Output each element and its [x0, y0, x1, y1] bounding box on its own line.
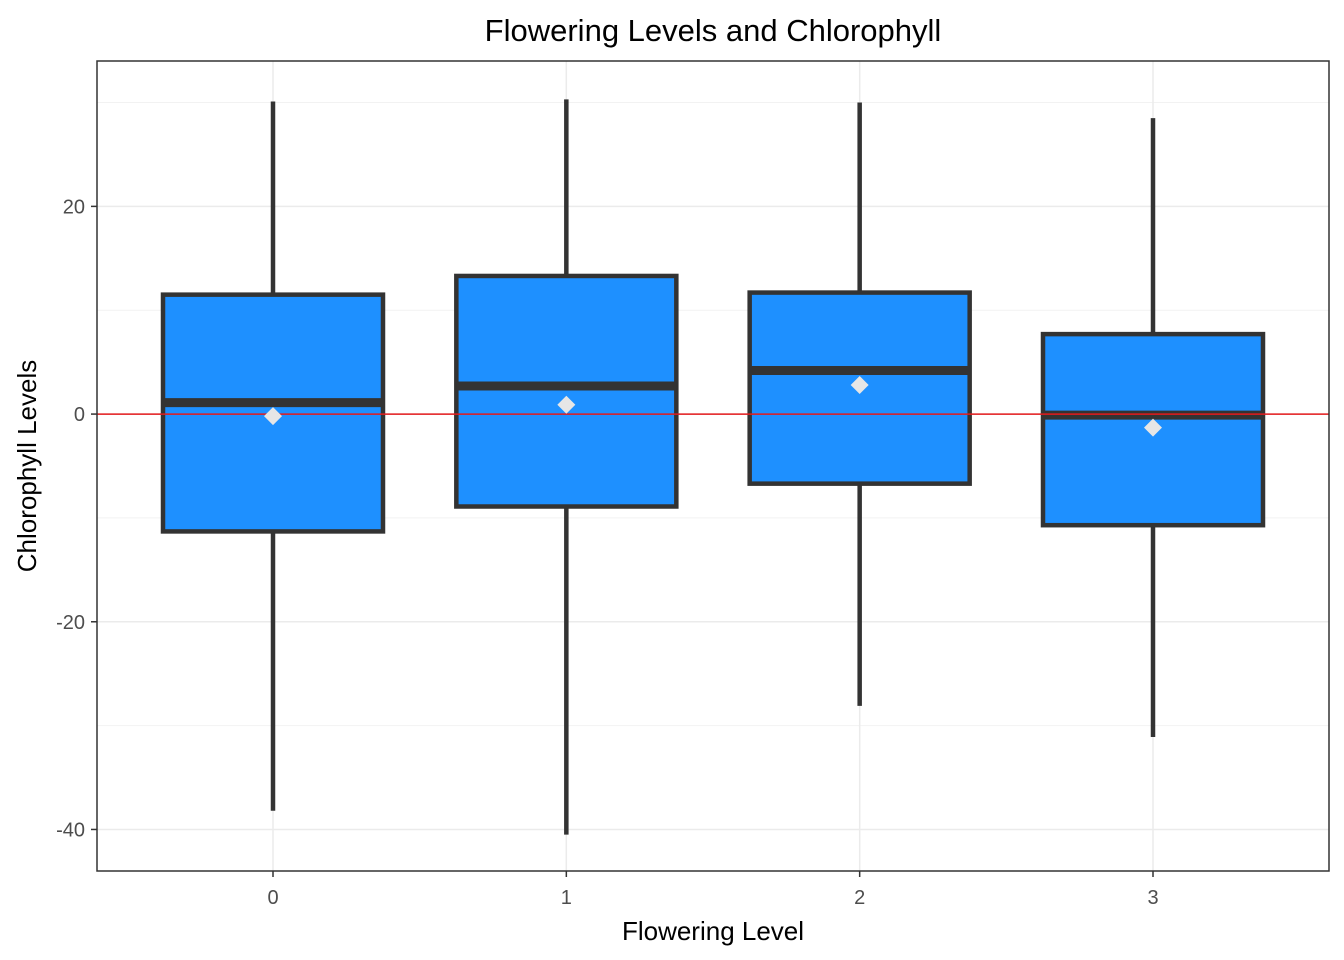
iqr-box: [454, 273, 679, 509]
y-axis-title: Chlorophyll Levels: [12, 360, 42, 572]
axes: -40 -20 0 20 0 1 2 3: [56, 196, 1158, 909]
y-tick-label: 0: [74, 404, 85, 426]
mean-marker: [557, 395, 576, 414]
x-tick-label: 3: [1147, 887, 1158, 909]
y-tick-label: -40: [56, 819, 85, 841]
mean-marker: [1144, 418, 1162, 437]
box-1: [454, 99, 679, 835]
mean-marker: [850, 376, 869, 394]
x-axis-title: Flowering Level: [622, 916, 804, 946]
x-tick-label: 0: [267, 887, 278, 909]
x-tick-label: 1: [561, 887, 572, 909]
plot-border: [96, 60, 1330, 872]
mean-marker: [264, 407, 282, 426]
box-plots: [97, 99, 1329, 835]
y-tick-label: -20: [56, 612, 85, 634]
chart-title: Flowering Levels and Chlorophyll: [485, 13, 942, 48]
x-tick-label: 2: [854, 887, 865, 909]
y-tick-label: 20: [63, 196, 85, 218]
